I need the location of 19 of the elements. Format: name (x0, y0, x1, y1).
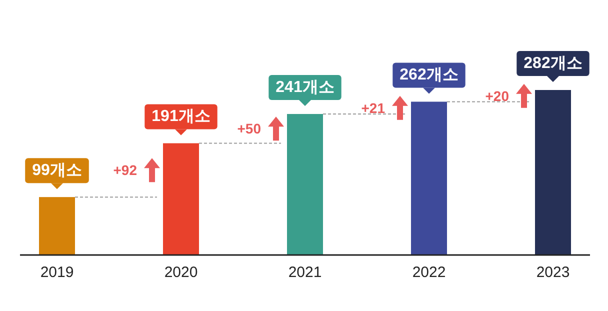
x-tick-label: 2020 (164, 264, 198, 281)
data-label: 282개소 (524, 55, 582, 72)
x-tick-label: 2019 (40, 264, 74, 281)
x-tick-label: 2022 (412, 264, 446, 281)
data-label: 99개소 (32, 162, 82, 180)
annotation: +21 (361, 100, 386, 116)
annotation: +92 (113, 162, 138, 178)
bar (39, 197, 75, 255)
bar (163, 143, 199, 255)
bar (411, 102, 447, 255)
x-tick-label: 2023 (536, 264, 570, 281)
bar (535, 90, 571, 255)
data-label: 191개소 (152, 108, 210, 126)
data-label: 262개소 (400, 66, 458, 84)
bar (287, 114, 323, 255)
data-label: 241개소 (276, 78, 334, 96)
annotation: +50 (237, 120, 262, 137)
x-tick-label: 2021 (288, 264, 322, 281)
annotation: +20 (485, 88, 510, 104)
